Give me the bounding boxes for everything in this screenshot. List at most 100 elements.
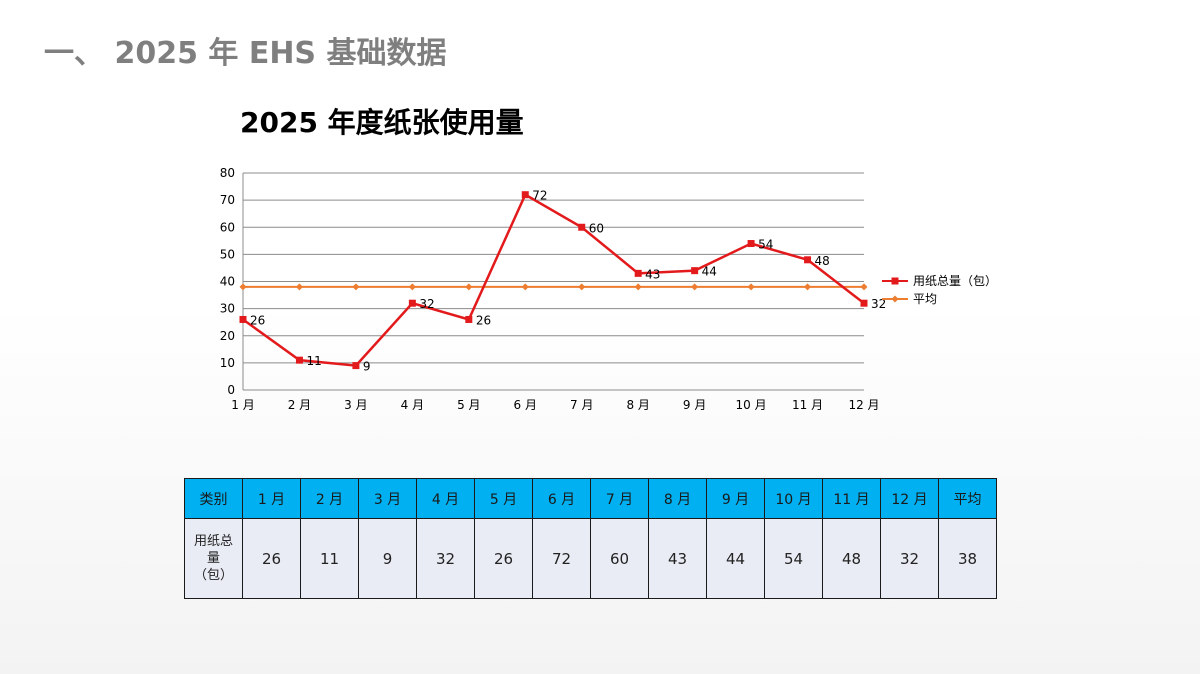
x-tick-label: 4 月	[401, 398, 424, 412]
value-cell: 60	[590, 518, 649, 599]
table-row: 用纸总 量 （包） 26 11 9 32 26 72 60 43 44 54 4…	[184, 518, 997, 599]
header-cell: 4 月	[416, 478, 475, 519]
value-cell: 11	[300, 518, 359, 599]
data-point	[408, 299, 416, 307]
y-tick-label: 0	[227, 383, 235, 397]
legend-label: 用纸总量（包）	[913, 274, 997, 288]
header-cell: 10 月	[764, 478, 823, 519]
axes: 0 10 20 30 40 50 60 70 80 1 月 2 月 3 月 4 月 5 月 6 月 7 月 8 …	[220, 166, 880, 412]
x-tick-label: 7 月	[570, 398, 593, 412]
legend-marker	[891, 277, 899, 285]
value-cell: 43	[648, 518, 707, 599]
data-point	[295, 356, 303, 364]
data-table: 类别 1 月 2 月 3 月 4 月 5 月 6 月 7 月 8 月 9 月 1…	[184, 478, 997, 599]
gridlines	[243, 172, 864, 364]
table-header-row: 类别 1 月 2 月 3 月 4 月 5 月 6 月 7 月 8 月 9 月 1…	[184, 478, 997, 519]
x-tick-label: 6 月	[514, 398, 537, 412]
x-tick-label: 2 月	[288, 398, 311, 412]
data-point	[521, 191, 529, 199]
header-cell: 12 月	[880, 478, 939, 519]
value-cell: 9	[358, 518, 417, 599]
row-label-line: 用纸总	[193, 534, 233, 549]
value-cell: 26	[474, 518, 533, 599]
data-label: 32	[871, 297, 886, 311]
data-point	[352, 362, 360, 370]
y-tick-label: 20	[220, 329, 235, 343]
y-tick-label: 60	[220, 220, 235, 234]
x-tick-label: 11 月	[792, 398, 823, 412]
x-tick-label: 3 月	[344, 398, 367, 412]
x-tick-label: 8 月	[626, 398, 649, 412]
row-label-line: 量	[206, 551, 220, 566]
header-cell: 2 月	[300, 478, 359, 519]
value-cell: 38	[938, 518, 997, 599]
data-label: 43	[645, 267, 660, 281]
data-point	[804, 256, 812, 264]
legend: 用纸总量（包） 平均	[882, 274, 997, 306]
data-point	[465, 283, 473, 291]
value-cell: 48	[822, 518, 881, 599]
data-point	[634, 283, 642, 291]
data-label: 32	[419, 297, 434, 311]
y-tick-label: 70	[220, 193, 235, 207]
header-cell: 5 月	[474, 478, 533, 519]
value-cell: 32	[416, 518, 475, 599]
header-cell: 平均	[938, 478, 997, 519]
data-point	[352, 283, 360, 291]
data-label: 11	[306, 354, 321, 368]
y-tick-label: 40	[220, 275, 235, 289]
data-point	[747, 240, 755, 248]
data-label: 26	[476, 313, 491, 327]
y-tick-label: 50	[220, 247, 235, 261]
value-cell: 32	[880, 518, 939, 599]
x-tick-label: 1 月	[231, 398, 254, 412]
data-label: 44	[702, 265, 717, 279]
value-cell: 72	[532, 518, 591, 599]
data-label: 72	[532, 189, 547, 203]
y-tick-label: 30	[220, 302, 235, 316]
x-tick-label: 12 月	[848, 398, 879, 412]
data-point	[578, 223, 586, 231]
data-point	[578, 283, 586, 291]
data-point	[295, 283, 303, 291]
data-point	[691, 283, 699, 291]
header-cell: 类别	[184, 478, 243, 519]
value-cell: 26	[242, 518, 301, 599]
data-point	[860, 283, 868, 291]
x-tick-label: 5 月	[457, 398, 480, 412]
data-point	[239, 315, 247, 323]
header-cell: 1 月	[242, 478, 301, 519]
data-point	[521, 283, 529, 291]
header-cell: 11 月	[822, 478, 881, 519]
header-cell: 6 月	[532, 478, 591, 519]
legend-marker	[891, 295, 899, 303]
value-cell: 44	[706, 518, 765, 599]
header-cell: 8 月	[648, 478, 707, 519]
data-point	[747, 283, 755, 291]
chart-title: 2025 年度纸张使用量	[240, 106, 524, 139]
data-label: 26	[250, 313, 265, 327]
row-label-cell: 用纸总 量 （包）	[184, 518, 243, 599]
value-cell: 54	[764, 518, 823, 599]
x-tick-label: 10 月	[736, 398, 767, 412]
header-cell: 3 月	[358, 478, 417, 519]
data-label: 9	[363, 360, 371, 374]
header-cell: 7 月	[590, 478, 649, 519]
series: 26 11 9 32 26 72 60 43 44 54 48 32	[239, 189, 886, 374]
legend-label: 平均	[913, 292, 937, 306]
data-point	[408, 283, 416, 291]
data-label: 48	[815, 254, 830, 268]
y-tick-label: 10	[220, 356, 235, 370]
data-label: 54	[758, 238, 773, 252]
x-tick-label: 9 月	[683, 398, 706, 412]
y-tick-label: 80	[220, 166, 235, 180]
data-point	[804, 283, 812, 291]
data-point	[634, 269, 642, 277]
data-label: 60	[589, 221, 604, 235]
line-chart: 2025 年度纸张使用量 0 10 20 30 40 50 60 70 80 1 月 2 月 3 月 4…	[220, 106, 997, 412]
row-label-line: （包）	[193, 568, 233, 583]
header-cell: 9 月	[706, 478, 765, 519]
data-point	[860, 299, 868, 307]
data-point	[691, 267, 699, 275]
data-point	[239, 283, 247, 291]
